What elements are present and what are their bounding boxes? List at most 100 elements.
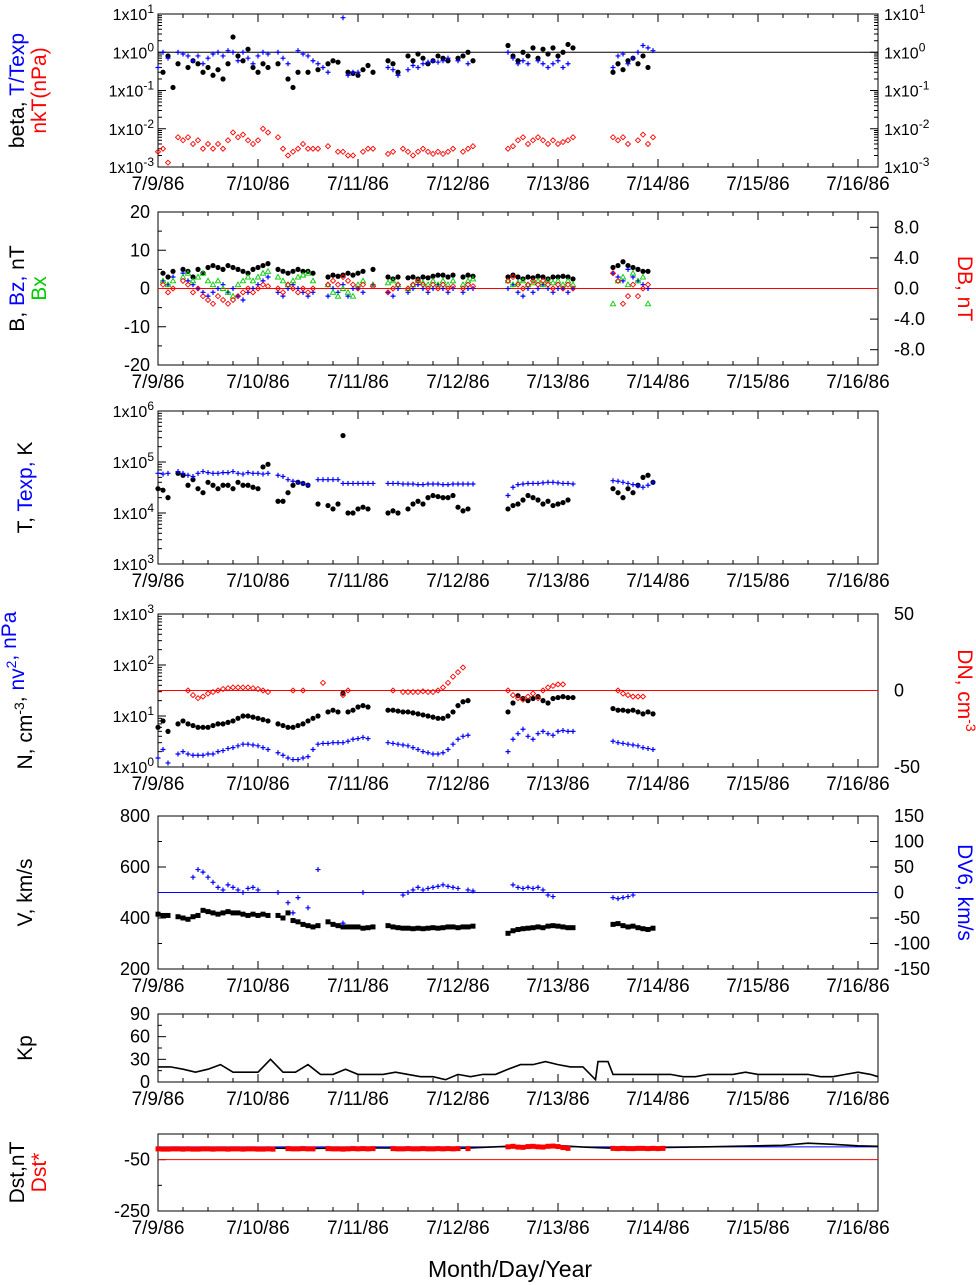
data-point-density bbox=[310, 715, 316, 721]
data-point-density bbox=[220, 748, 226, 754]
data-point-density bbox=[570, 728, 576, 734]
data-point-dst bbox=[420, 1146, 426, 1152]
data-point-density bbox=[525, 698, 531, 704]
data-point-temperature bbox=[285, 490, 291, 496]
data-point-bfield bbox=[235, 266, 241, 272]
x-tick-label: 7/10/86 bbox=[226, 976, 289, 997]
data-point-density bbox=[425, 713, 431, 719]
data-point-density bbox=[465, 698, 471, 704]
data-point-density bbox=[620, 707, 626, 713]
data-point-bfield bbox=[229, 296, 237, 304]
data-point-temperature bbox=[175, 469, 181, 475]
data-point-bfield bbox=[429, 281, 437, 288]
data-point-bfield bbox=[234, 281, 242, 288]
y-tick-label-right: -50 bbox=[894, 757, 920, 777]
data-point-temperature bbox=[450, 481, 456, 487]
data-point-density bbox=[615, 707, 621, 713]
data-point-temperature bbox=[240, 482, 246, 488]
data-point-density bbox=[535, 694, 541, 700]
data-point-bfield bbox=[424, 285, 432, 292]
data-point-temperature bbox=[155, 470, 161, 476]
data-point-beta bbox=[635, 61, 641, 67]
data-point-beta bbox=[325, 61, 331, 67]
data-point-bfield bbox=[419, 281, 427, 288]
data-point-density bbox=[224, 685, 232, 692]
data-point-velocity bbox=[515, 926, 521, 932]
panel-frame-dst bbox=[157, 1133, 879, 1212]
data-point-bfield bbox=[245, 270, 251, 276]
data-point-beta bbox=[459, 148, 467, 155]
y-tick-label-right: 1x100 bbox=[884, 40, 926, 62]
data-point-bfield bbox=[279, 277, 287, 284]
data-point-density bbox=[215, 721, 221, 727]
data-point-velocity bbox=[545, 892, 551, 898]
data-point-dst bbox=[335, 1146, 341, 1152]
data-point-temperature bbox=[340, 480, 346, 486]
y-tick-label-right: 1x10-2 bbox=[884, 117, 930, 139]
data-point-bfield bbox=[434, 281, 442, 288]
data-point-beta bbox=[224, 137, 232, 144]
data-point-velocity bbox=[240, 890, 246, 895]
y-tick-label-left: 1x101 bbox=[113, 2, 155, 24]
data-point-beta bbox=[425, 59, 431, 65]
data-point-temperature bbox=[610, 486, 616, 492]
data-point-beta bbox=[504, 145, 512, 152]
data-point-beta bbox=[524, 140, 532, 148]
data-point-dst bbox=[515, 1144, 521, 1150]
data-point-velocity bbox=[470, 888, 476, 894]
data-point-density bbox=[625, 741, 631, 747]
y-axis-label-left-kp: Kp bbox=[14, 1035, 37, 1061]
data-point-density bbox=[239, 684, 247, 691]
data-point-beta bbox=[540, 61, 546, 67]
data-point-temperature bbox=[420, 501, 426, 507]
data-point-bfield bbox=[300, 268, 306, 274]
data-point-velocity bbox=[530, 885, 536, 891]
data-point-temperature bbox=[625, 480, 631, 486]
data-point-temperature bbox=[185, 482, 191, 488]
y-tick-label-left: 20 bbox=[130, 202, 150, 222]
data-point-temperature bbox=[285, 477, 291, 483]
data-point-bfield bbox=[385, 274, 391, 280]
data-point-bfield bbox=[304, 269, 312, 276]
data-point-beta bbox=[465, 49, 471, 55]
data-point-density bbox=[194, 695, 202, 702]
data-point-beta bbox=[534, 134, 542, 141]
data-point-beta bbox=[164, 159, 172, 166]
y-tick-label-left: 200 bbox=[120, 959, 150, 979]
data-point-density bbox=[385, 740, 391, 746]
x-tick-label: 7/13/86 bbox=[526, 976, 589, 997]
data-point-dst bbox=[610, 1145, 616, 1151]
data-point-velocity bbox=[430, 884, 436, 890]
data-point-beta bbox=[195, 53, 201, 59]
y-axis-label-left2-bfield: Bx bbox=[28, 276, 51, 301]
data-point-bfield bbox=[264, 267, 272, 274]
data-point-density bbox=[275, 721, 281, 727]
data-point-velocity bbox=[460, 924, 466, 930]
data-point-temperature bbox=[525, 480, 531, 486]
data-point-beta bbox=[550, 45, 556, 51]
data-point-velocity bbox=[220, 887, 226, 893]
data-point-temperature bbox=[360, 480, 366, 486]
data-point-temperature bbox=[330, 506, 336, 512]
data-point-dst bbox=[445, 1146, 451, 1152]
data-point-density bbox=[650, 711, 656, 717]
x-tick-label: 7/10/86 bbox=[226, 1218, 289, 1239]
data-point-density bbox=[295, 722, 301, 729]
y-tick-label-left: 400 bbox=[120, 908, 150, 928]
data-point-dst bbox=[540, 1144, 546, 1150]
data-point-temperature bbox=[325, 477, 331, 483]
data-point-velocity bbox=[650, 925, 656, 931]
data-point-density bbox=[420, 712, 426, 718]
data-point-temperature bbox=[220, 470, 226, 476]
data-point-velocity bbox=[415, 925, 421, 931]
data-point-bfield bbox=[405, 275, 411, 281]
data-point-dst bbox=[190, 1146, 196, 1152]
data-point-temperature bbox=[415, 482, 421, 488]
data-point-bfield bbox=[199, 293, 207, 300]
data-point-bfield bbox=[610, 264, 616, 271]
data-point-temperature bbox=[220, 482, 226, 488]
data-point-density bbox=[610, 705, 616, 712]
data-point-density bbox=[185, 751, 191, 757]
data-point-density bbox=[259, 687, 267, 694]
data-point-density bbox=[435, 715, 441, 721]
